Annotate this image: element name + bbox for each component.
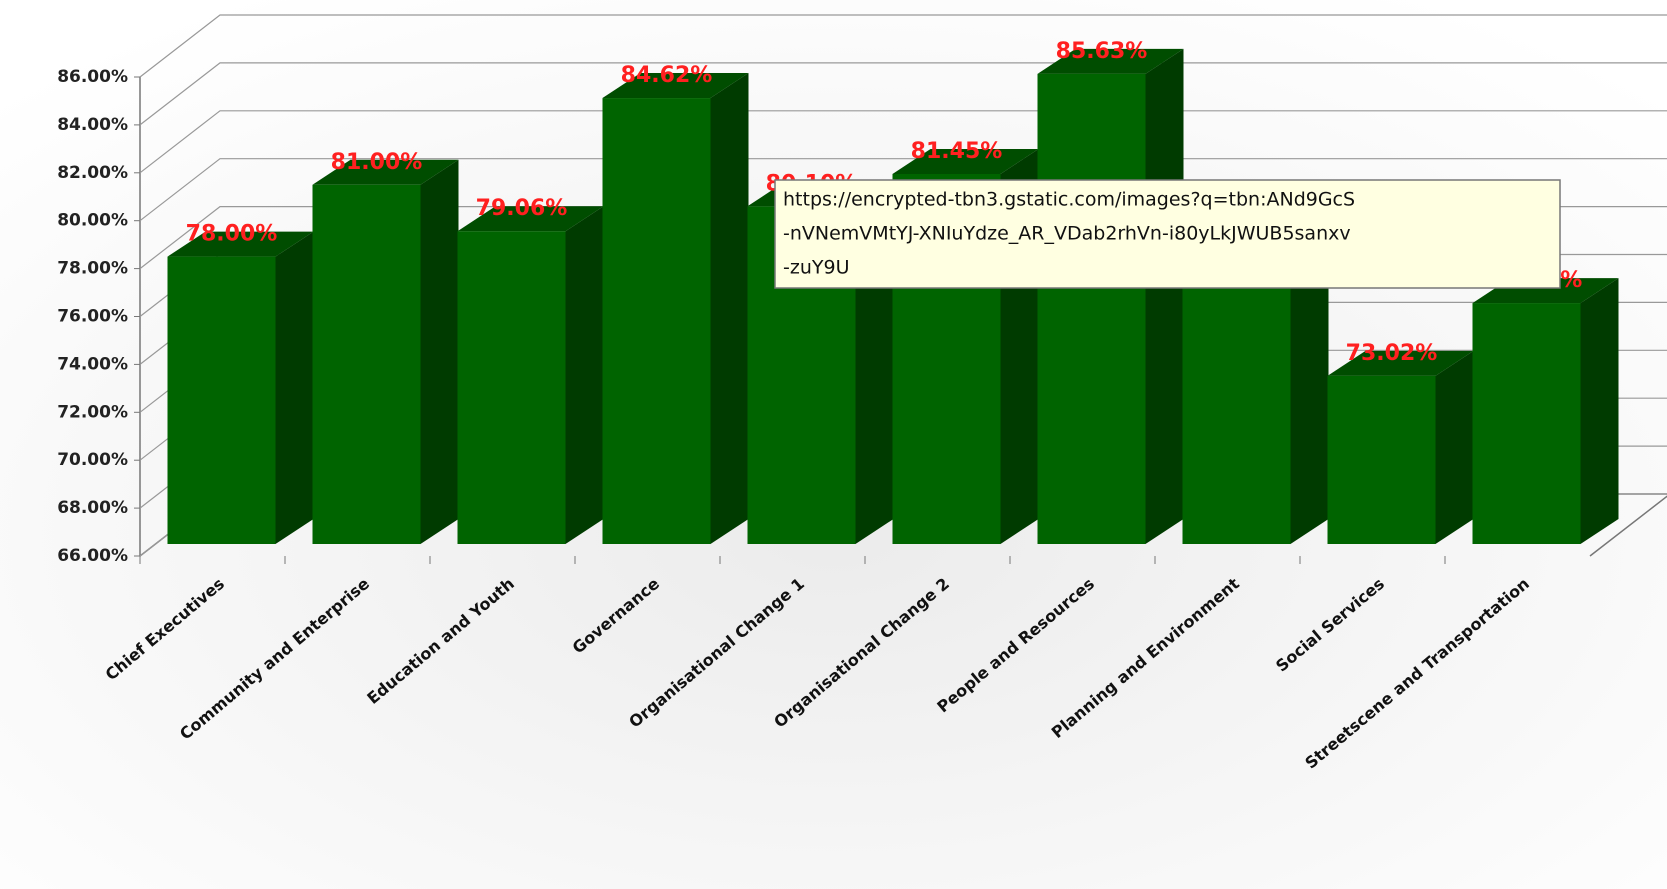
tooltip-text: https://encrypted-tbn3.gstatic.com/image… — [783, 189, 1355, 211]
bar — [1037, 73, 1146, 544]
bar-side — [1435, 350, 1474, 544]
bar — [167, 256, 276, 544]
bar-side — [420, 159, 459, 544]
bar-top — [457, 206, 604, 232]
y-tick-label: 74.00% — [57, 354, 128, 374]
grid-line — [139, 158, 1667, 222]
bar — [457, 231, 566, 544]
bar-top — [167, 231, 314, 257]
tooltip-text: -nVNemVMtYJ-XNIuYdze_AR_VDab2rhVn-i80yLk… — [783, 223, 1351, 245]
value-label: 78.00% — [186, 222, 278, 247]
y-tick-label: 70.00% — [57, 450, 128, 470]
value-label: 81.45% — [911, 139, 1003, 164]
bar-side — [1290, 219, 1329, 544]
y-tick-label: 66.00% — [57, 546, 128, 566]
y-tick-label: 84.00% — [57, 115, 128, 135]
y-tick-label: 82.00% — [57, 163, 128, 183]
value-label: 84.62% — [621, 63, 713, 88]
bar — [1472, 303, 1581, 544]
bar — [1182, 244, 1291, 544]
bar-side — [1145, 48, 1184, 544]
bar-side — [710, 73, 749, 545]
y-tick-label: 78.00% — [57, 259, 128, 279]
bar-side — [1580, 278, 1619, 544]
bar — [312, 184, 421, 544]
y-tick-label: 76.00% — [57, 307, 128, 327]
value-label: 81.00% — [331, 150, 423, 175]
y-tick-label: 80.00% — [57, 211, 128, 231]
bar — [602, 98, 711, 545]
y-tick-label: 72.00% — [57, 402, 128, 422]
grid-line — [139, 14, 1667, 78]
tooltip: https://encrypted-tbn3.gstatic.com/image… — [774, 179, 1561, 289]
bar-side — [565, 206, 604, 544]
value-label: 85.63% — [1056, 39, 1148, 64]
bar-top — [1037, 48, 1184, 74]
bar-top — [892, 148, 1039, 174]
value-label: 79.06% — [476, 196, 568, 221]
y-tick-label: 86.00% — [57, 67, 128, 87]
bar — [1327, 375, 1436, 544]
bar-top — [312, 159, 459, 185]
grid-line — [139, 110, 1667, 174]
bar-top — [1327, 350, 1474, 376]
bar-side — [275, 231, 314, 544]
grid-line — [139, 62, 1667, 126]
tooltip-box — [774, 179, 1561, 289]
y-tick-label: 68.00% — [57, 498, 128, 518]
bar-top — [602, 73, 749, 99]
value-label: 73.02% — [1346, 341, 1438, 366]
tooltip-text: -zuY9U — [783, 257, 849, 279]
